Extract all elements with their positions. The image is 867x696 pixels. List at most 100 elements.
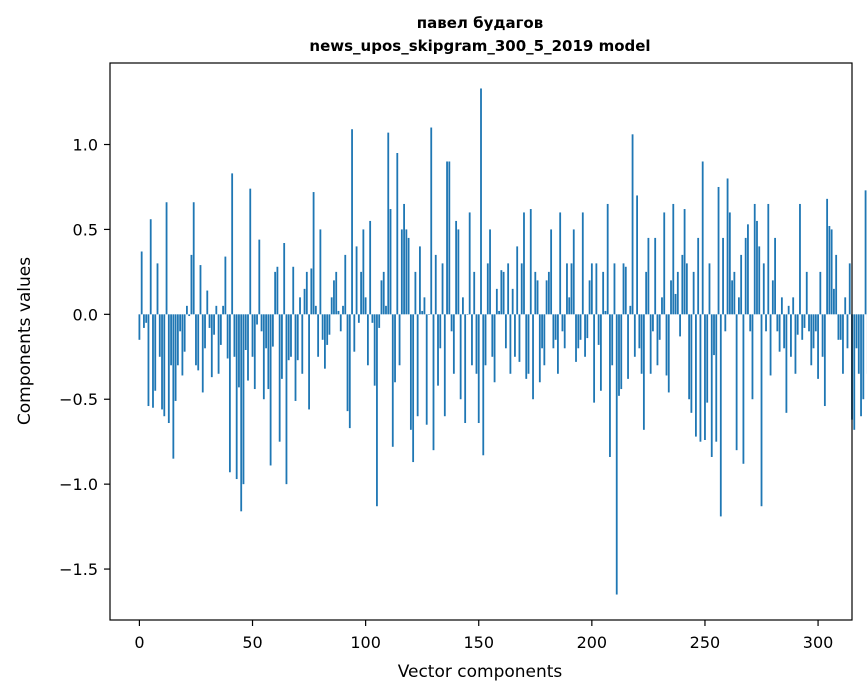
bar xyxy=(344,254,347,315)
bar xyxy=(468,212,471,315)
bar xyxy=(235,314,238,480)
bar xyxy=(839,314,842,340)
bar xyxy=(283,243,286,315)
x-tick-label: 0 xyxy=(134,633,144,652)
bar xyxy=(758,246,761,315)
bar xyxy=(676,271,679,315)
bar xyxy=(231,173,234,315)
bars-group xyxy=(138,88,867,595)
bar xyxy=(579,314,582,340)
bar xyxy=(425,314,428,425)
bar xyxy=(355,246,358,315)
bar xyxy=(864,190,867,315)
y-tick-label: −1.5 xyxy=(59,560,98,579)
bar xyxy=(188,314,191,317)
bar xyxy=(701,161,704,315)
bar xyxy=(204,314,206,349)
bar xyxy=(566,263,568,315)
bar xyxy=(186,305,188,315)
bar xyxy=(233,314,236,357)
bar xyxy=(780,297,783,315)
bar xyxy=(534,271,537,315)
bar xyxy=(362,229,365,315)
x-axis-label: Vector components xyxy=(398,662,563,682)
bar xyxy=(817,314,819,379)
bar xyxy=(801,314,804,340)
bar xyxy=(620,314,623,390)
plot-frame xyxy=(109,62,853,621)
bar xyxy=(658,314,661,340)
bar xyxy=(314,305,317,315)
x-tick-label: 300 xyxy=(803,633,834,652)
bar xyxy=(708,263,711,315)
bar xyxy=(366,314,369,366)
y-axis-ticks: −1.5 −1.0 −0.5 0.0 0.5 1.0 xyxy=(59,136,110,579)
bar xyxy=(274,271,277,315)
bar xyxy=(572,229,575,315)
bar xyxy=(588,280,591,315)
bar xyxy=(611,314,614,366)
bar xyxy=(466,314,469,315)
bar xyxy=(654,237,657,315)
bar xyxy=(156,263,159,315)
bar xyxy=(172,314,175,459)
bar xyxy=(342,305,344,315)
bar xyxy=(860,314,862,417)
bar xyxy=(645,271,648,315)
bar xyxy=(805,271,808,315)
bar xyxy=(201,314,204,393)
bar xyxy=(599,314,602,391)
chart-title-line1: павел будагов xyxy=(417,14,543,32)
bar xyxy=(256,314,258,325)
bar xyxy=(794,314,797,374)
bar xyxy=(398,314,401,366)
bar xyxy=(590,263,593,315)
bar xyxy=(382,271,385,315)
bar xyxy=(335,271,338,315)
bar xyxy=(814,314,817,332)
bar xyxy=(443,314,446,417)
bar xyxy=(523,212,525,315)
bar xyxy=(265,314,267,349)
bar xyxy=(796,314,799,335)
bar xyxy=(143,314,145,328)
bar xyxy=(491,314,494,357)
bar xyxy=(319,229,322,315)
bar xyxy=(294,314,297,401)
bar xyxy=(441,263,444,315)
bar xyxy=(717,186,720,315)
y-axis-label: Components values xyxy=(15,257,35,425)
bar xyxy=(421,310,424,315)
bar xyxy=(244,314,247,350)
bar xyxy=(147,314,150,407)
bar xyxy=(403,203,405,315)
bar xyxy=(622,263,625,315)
bar xyxy=(303,288,306,315)
bar xyxy=(267,314,270,390)
bar xyxy=(215,305,218,315)
bar xyxy=(262,314,265,400)
bar xyxy=(737,297,740,315)
bar xyxy=(557,314,559,374)
bar xyxy=(258,239,261,315)
bar xyxy=(667,314,670,393)
bar xyxy=(197,314,200,371)
bar xyxy=(464,314,467,424)
bar xyxy=(848,263,851,315)
bar xyxy=(389,209,392,315)
bar xyxy=(480,88,482,315)
bar xyxy=(310,268,313,315)
x-axis-ticks: 0 50 100 150 200 250 300 xyxy=(134,620,833,652)
bar xyxy=(541,314,543,349)
bar xyxy=(174,314,177,401)
bar xyxy=(636,195,638,315)
bar xyxy=(681,254,684,315)
bar xyxy=(224,256,227,315)
bar xyxy=(287,314,290,361)
bar xyxy=(808,314,810,332)
bar xyxy=(500,270,503,315)
bar xyxy=(692,271,695,315)
bar xyxy=(749,314,752,332)
bar xyxy=(190,254,193,315)
bar xyxy=(251,314,254,357)
